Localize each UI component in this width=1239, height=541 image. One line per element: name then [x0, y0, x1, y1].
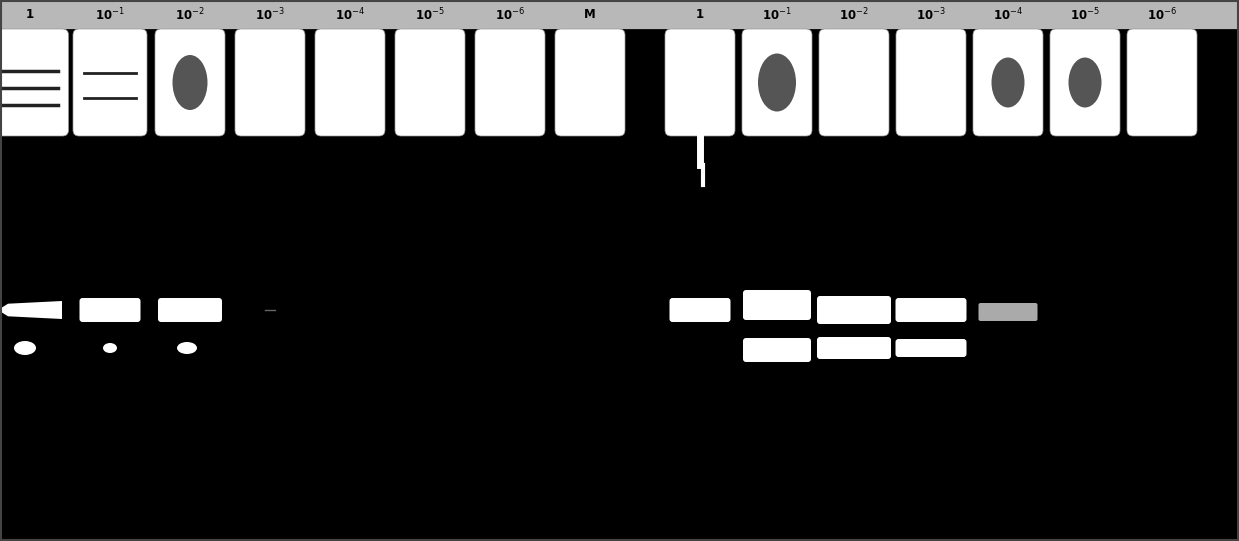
FancyBboxPatch shape [896, 339, 966, 357]
Text: M: M [584, 9, 596, 22]
Ellipse shape [1068, 57, 1101, 108]
Text: 10$^{-5}$: 10$^{-5}$ [415, 6, 445, 23]
Ellipse shape [758, 54, 795, 111]
Text: 10$^{-6}$: 10$^{-6}$ [1147, 6, 1177, 23]
Ellipse shape [172, 55, 207, 110]
FancyBboxPatch shape [979, 303, 1037, 321]
FancyBboxPatch shape [669, 298, 731, 322]
Text: 10$^{-2}$: 10$^{-2}$ [839, 6, 869, 23]
Ellipse shape [103, 343, 116, 353]
FancyBboxPatch shape [973, 29, 1043, 136]
FancyBboxPatch shape [79, 298, 140, 322]
Text: 10$^{-1}$: 10$^{-1}$ [762, 6, 792, 23]
FancyBboxPatch shape [743, 290, 812, 320]
FancyBboxPatch shape [1127, 29, 1197, 136]
FancyBboxPatch shape [555, 29, 624, 136]
FancyBboxPatch shape [235, 29, 305, 136]
FancyBboxPatch shape [817, 296, 891, 324]
Text: 10$^{-2}$: 10$^{-2}$ [175, 6, 204, 23]
Bar [0, 0, 1239, 30]
Text: 10$^{-6}$: 10$^{-6}$ [494, 6, 525, 23]
Text: 1: 1 [26, 9, 33, 22]
FancyBboxPatch shape [155, 29, 225, 136]
FancyBboxPatch shape [315, 29, 385, 136]
FancyBboxPatch shape [743, 338, 812, 362]
Polygon shape [0, 301, 62, 319]
FancyBboxPatch shape [817, 337, 891, 359]
Text: 10$^{-3}$: 10$^{-3}$ [916, 6, 945, 23]
FancyBboxPatch shape [475, 29, 545, 136]
FancyBboxPatch shape [1049, 29, 1120, 136]
FancyBboxPatch shape [665, 29, 735, 136]
Text: 10$^{-4}$: 10$^{-4}$ [335, 6, 366, 23]
Text: 10$^{-5}$: 10$^{-5}$ [1070, 6, 1100, 23]
FancyBboxPatch shape [896, 298, 966, 322]
FancyBboxPatch shape [159, 298, 222, 322]
FancyBboxPatch shape [742, 29, 812, 136]
Ellipse shape [177, 342, 197, 354]
Text: 1: 1 [696, 9, 704, 22]
Text: 10$^{-3}$: 10$^{-3}$ [255, 6, 285, 23]
FancyBboxPatch shape [896, 29, 966, 136]
Ellipse shape [14, 341, 36, 355]
Ellipse shape [991, 57, 1025, 108]
FancyBboxPatch shape [0, 29, 68, 136]
FancyBboxPatch shape [819, 29, 890, 136]
Text: 10$^{-4}$: 10$^{-4}$ [992, 6, 1023, 23]
FancyBboxPatch shape [73, 29, 147, 136]
Text: 10$^{-1}$: 10$^{-1}$ [95, 6, 125, 23]
FancyBboxPatch shape [395, 29, 465, 136]
